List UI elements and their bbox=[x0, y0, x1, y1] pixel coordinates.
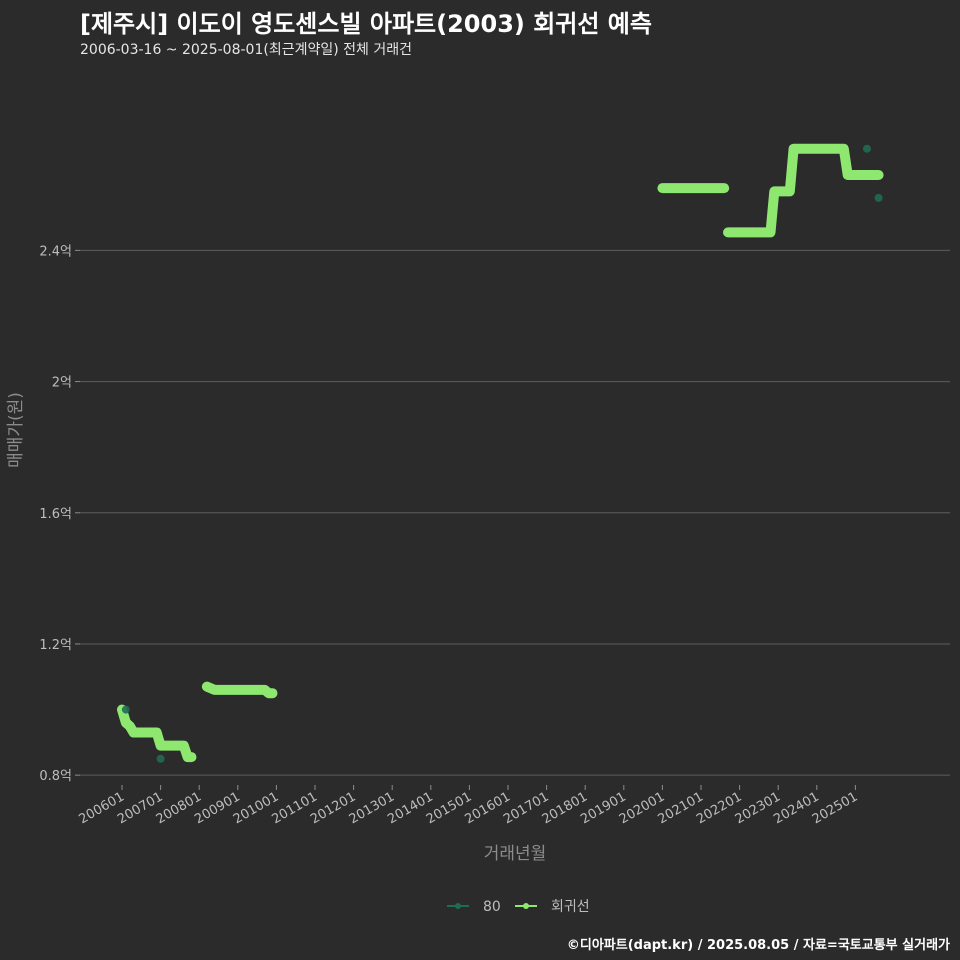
y-tick-label: 1.6억 bbox=[39, 507, 72, 522]
legend-label-80: 80 bbox=[483, 899, 501, 915]
legend-label-regression: 회귀선 bbox=[551, 899, 590, 915]
regression-series bbox=[117, 143, 884, 763]
legend-item-regression[interactable]: 회귀선 bbox=[515, 899, 590, 915]
x-axis-title: 거래년월 bbox=[484, 844, 547, 864]
y-axis-ticks: 0.8억 1.2억 1.6억 2억 2.4억 bbox=[39, 244, 80, 784]
regression-line-segment bbox=[201, 681, 278, 699]
chart-title: [제주시] 이도이 영도센스빌 아파트(2003) 회귀선 예측 bbox=[80, 10, 652, 38]
y-axis-title: 매매가(원) bbox=[6, 392, 26, 468]
y-tick-label: 0.8억 bbox=[39, 769, 72, 784]
grid-lines bbox=[80, 249, 950, 776]
chart-subtitle: 2006-03-16 ~ 2025-08-01(최근계약일) 전체 거래건 bbox=[80, 42, 412, 58]
source-caption: ©디아파트(dapt.kr) / 2025.08.05 / 자료=국토교통부 실… bbox=[566, 938, 950, 953]
y-tick-label: 2.4억 bbox=[39, 244, 72, 259]
y-tick-label: 2억 bbox=[52, 376, 72, 391]
series-80-points bbox=[121, 144, 883, 763]
data-point-80 bbox=[874, 193, 883, 202]
legend-item-80[interactable]: 80 bbox=[447, 899, 501, 915]
data-point-80 bbox=[121, 705, 130, 714]
legend: 80 회귀선 bbox=[447, 899, 590, 915]
regression-line-segment bbox=[117, 704, 197, 763]
data-point-80 bbox=[862, 144, 871, 153]
x-axis-ticks: 2006012007012008012009012010012011012012… bbox=[77, 785, 860, 827]
regression-line-segment bbox=[723, 143, 884, 238]
y-tick-label: 1.2억 bbox=[39, 638, 72, 653]
data-point-80 bbox=[156, 754, 165, 763]
